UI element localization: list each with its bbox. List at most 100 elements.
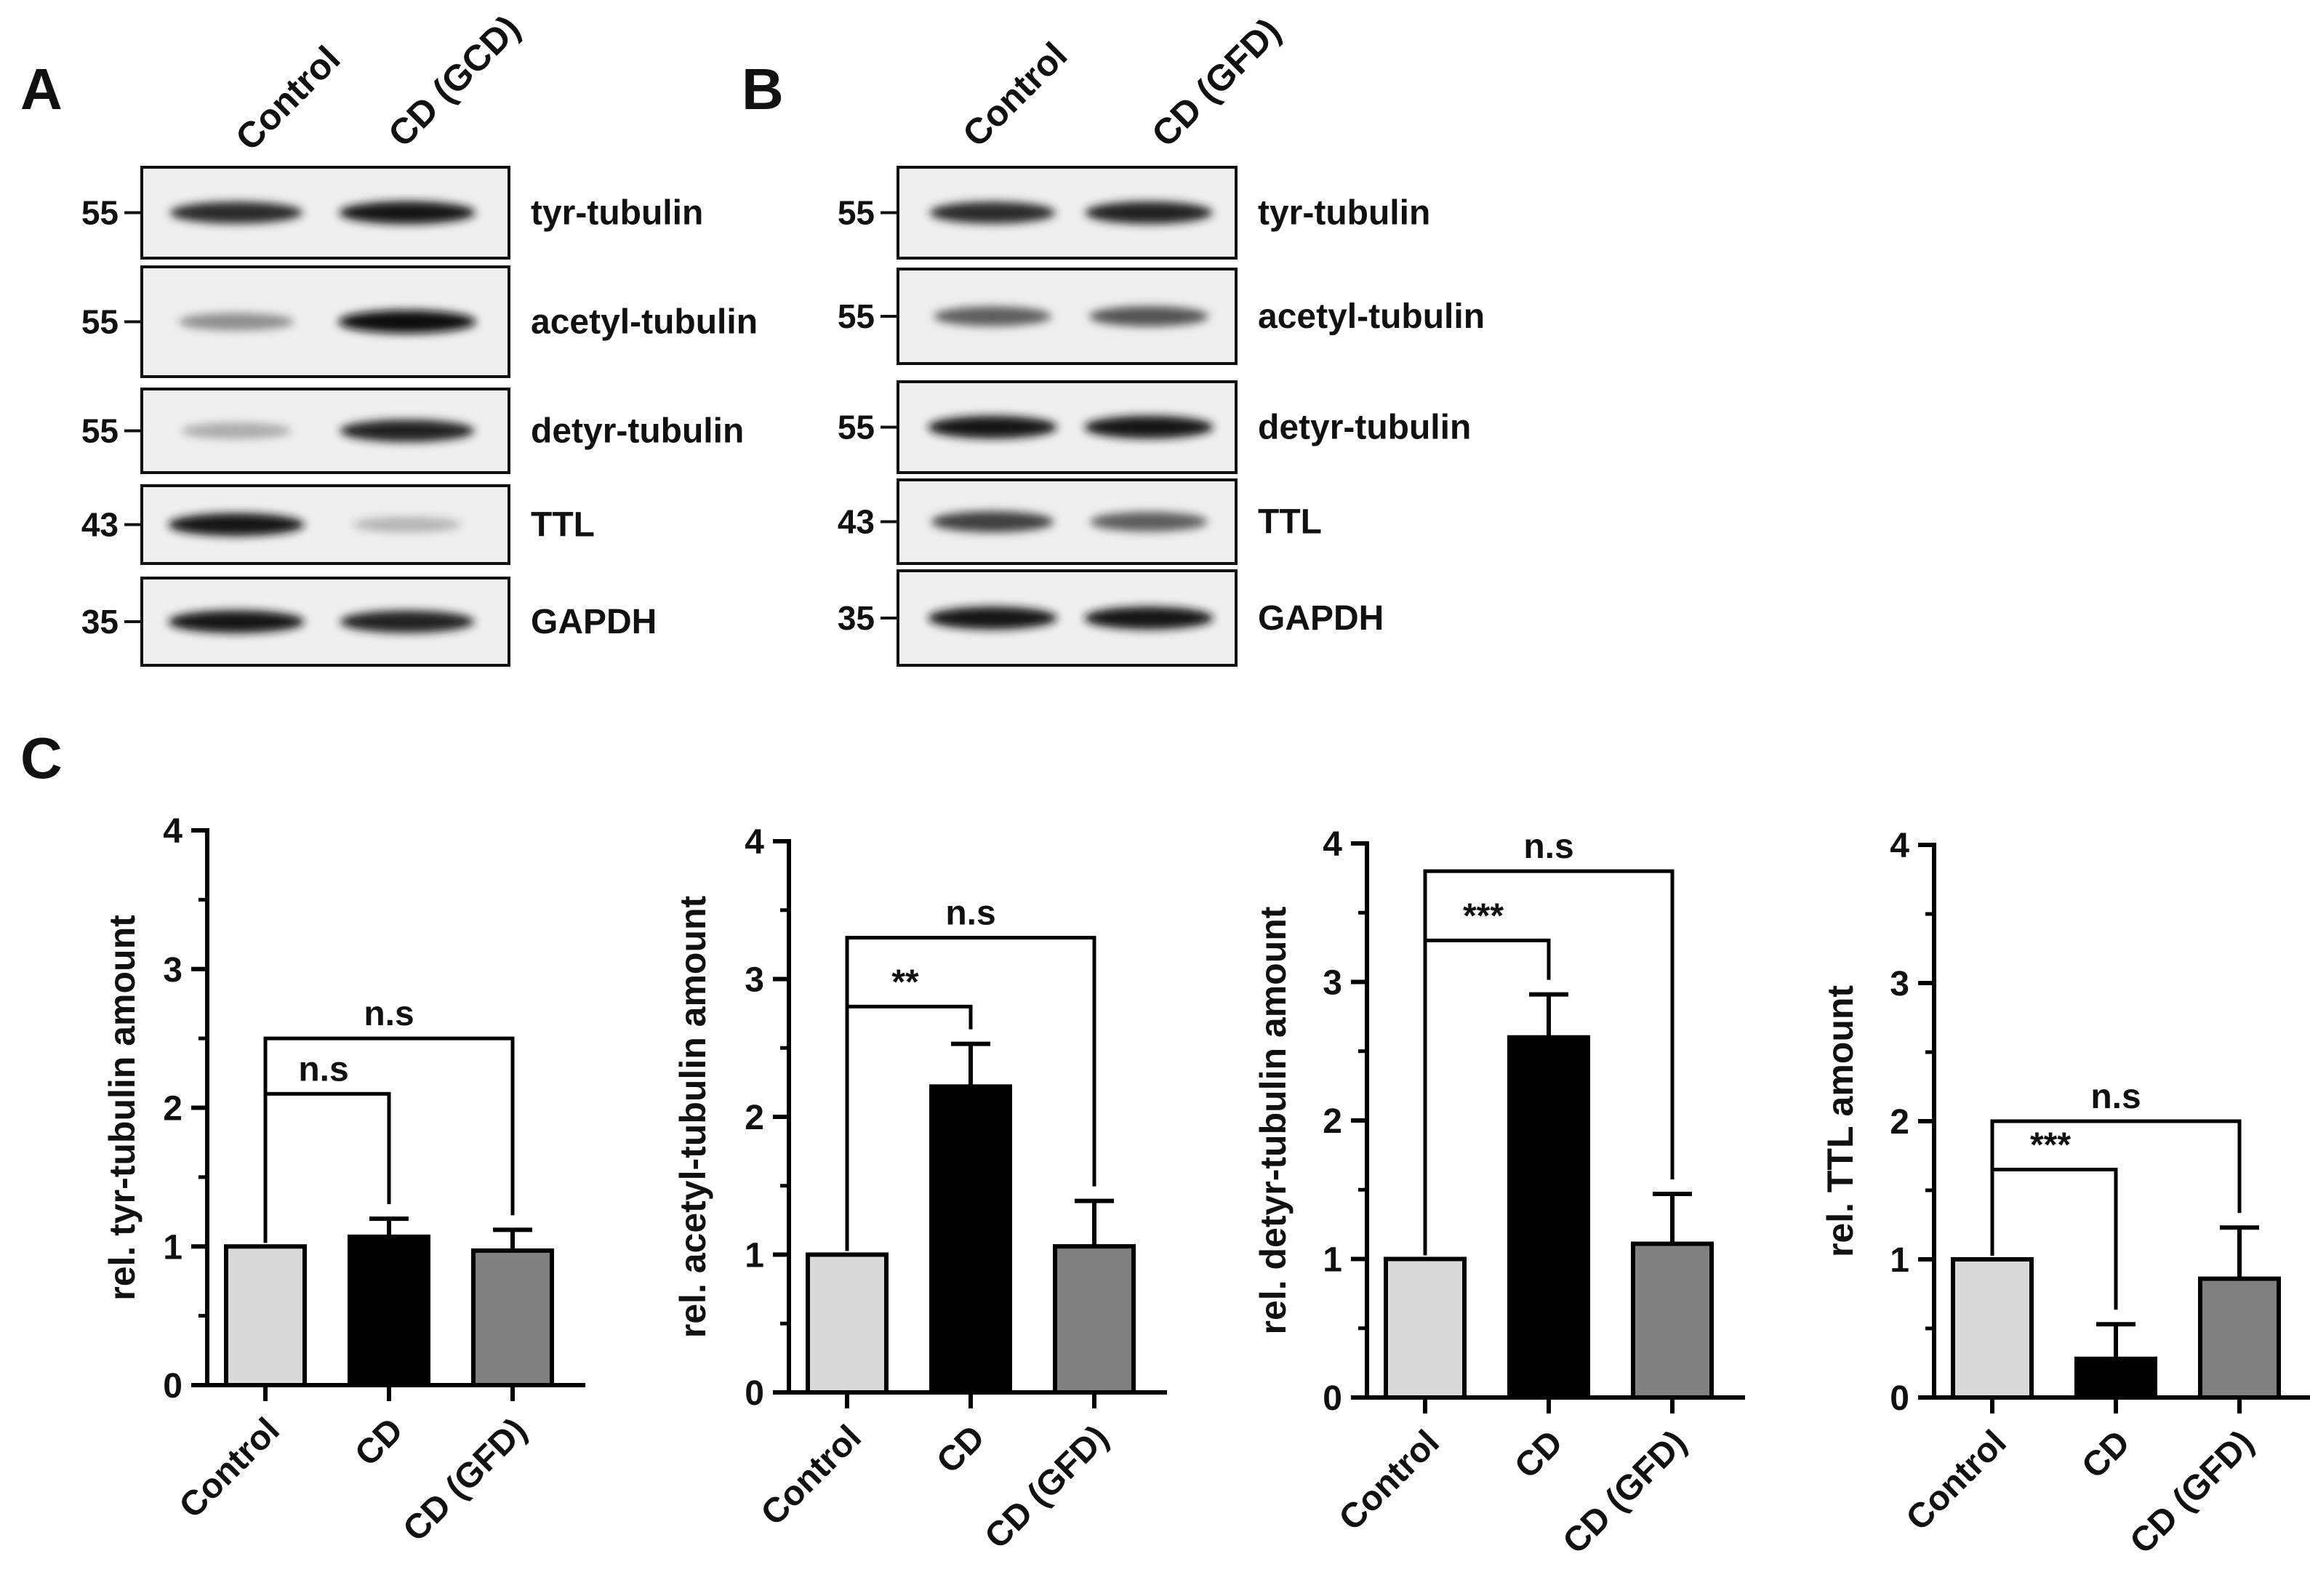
x-tick-label: CD xyxy=(348,1411,410,1473)
western-blot-a: Control CD (GCD) 55 tyr-tubulin 55 acetyl-t… xyxy=(81,7,758,667)
y-tick-label: 0 xyxy=(745,1374,764,1413)
blot-a-protein-label: GAPDH xyxy=(531,603,657,641)
bar xyxy=(2074,1356,2157,1400)
blot-a-band xyxy=(181,422,292,439)
y-tick-label: 0 xyxy=(1890,1379,1909,1418)
significance-bracket xyxy=(1990,1119,2242,1256)
x-tick-label: CD (GFD) xyxy=(2123,1423,2261,1561)
blot-a-mw-label: 35 xyxy=(81,603,119,641)
blot-a-mw-label: 55 xyxy=(81,194,119,232)
blot-b-band xyxy=(931,511,1054,532)
blot-a-mw-label: 55 xyxy=(81,303,119,341)
significance-label: n.s xyxy=(298,1050,348,1088)
blot-a-band xyxy=(340,420,475,442)
bar xyxy=(2198,1276,2281,1400)
blot-a-lane-label: CD (GCD) xyxy=(380,7,528,155)
x-tick-label: Control xyxy=(754,1418,869,1533)
blot-a-protein-label: detyr-tubulin xyxy=(531,412,744,451)
significance-bracket xyxy=(263,1036,515,1243)
blot-b-band xyxy=(929,201,1056,224)
bar xyxy=(929,1084,1012,1395)
significance-label: n.s xyxy=(364,995,414,1033)
panel-label-a: A xyxy=(20,57,63,121)
blot-b-band xyxy=(1090,511,1208,532)
y-tick-label: 3 xyxy=(1323,964,1342,1003)
blot-b-band xyxy=(928,606,1057,630)
y-tick-label: 4 xyxy=(163,812,183,851)
significance-bracket xyxy=(845,936,1096,1251)
y-axis-label: rel. detyr-tubulin amount xyxy=(1253,906,1294,1334)
bar xyxy=(1507,1035,1590,1400)
x-tick-label: CD (GFD) xyxy=(1556,1423,1694,1561)
blot-a-lane-label: Control xyxy=(228,39,348,159)
blot-b-protein-label: TTL xyxy=(1258,503,1322,542)
y-tick-label: 4 xyxy=(745,823,764,862)
bar xyxy=(1951,1257,2034,1400)
western-blot-b: Control CD (GFD) 55 tyr-tubulin 55 acetyl-t… xyxy=(838,10,1485,667)
panel-label-b: B xyxy=(742,57,784,121)
blot-b-protein-label: GAPDH xyxy=(1258,599,1384,638)
blot-b-protein-label: tyr-tubulin xyxy=(1258,194,1430,233)
blot-a-band xyxy=(168,513,305,537)
significance-label: n.s xyxy=(2090,1078,2141,1116)
y-tick-label: 2 xyxy=(745,1099,764,1137)
significance-label: *** xyxy=(2030,1126,2071,1165)
panel-label-c: C xyxy=(20,726,63,790)
blot-b-band xyxy=(928,415,1057,439)
blot-a-band xyxy=(339,201,476,225)
blot-a-mw-label: 43 xyxy=(81,506,119,544)
blot-a-protein-label: acetyl-tubulin xyxy=(531,303,758,342)
bar xyxy=(471,1248,554,1388)
blot-b-band xyxy=(1088,306,1209,326)
bar xyxy=(348,1234,430,1387)
y-tick-label: 3 xyxy=(1890,965,1909,1003)
x-tick-label: CD xyxy=(929,1418,992,1480)
y-tick-label: 1 xyxy=(745,1237,764,1275)
blot-b-protein-label: acetyl-tubulin xyxy=(1258,297,1485,336)
blot-b-mw-label: 43 xyxy=(838,503,875,541)
blot-a-band xyxy=(168,610,305,633)
x-tick-label: CD (GFD) xyxy=(396,1411,534,1549)
y-tick-label: 2 xyxy=(1890,1103,1909,1142)
y-axis-label: rel. TTL amount xyxy=(1820,985,1861,1257)
blot-b-band xyxy=(934,306,1051,326)
x-tick-label: CD xyxy=(2074,1423,2137,1485)
y-tick-label: 1 xyxy=(1890,1241,1909,1280)
y-tick-label: 1 xyxy=(163,1228,183,1267)
significance-label: n.s xyxy=(945,894,995,933)
blot-b-lane-label: Control xyxy=(955,35,1075,155)
blot-a-band xyxy=(353,516,462,533)
y-tick-label: 3 xyxy=(163,951,183,990)
x-tick-label: CD (GFD) xyxy=(978,1418,1116,1556)
blot-b-mw-label: 55 xyxy=(838,409,875,446)
bar xyxy=(1384,1256,1467,1400)
y-tick-label: 3 xyxy=(745,961,764,1000)
significance-label: *** xyxy=(1463,897,1504,935)
significance-bracket xyxy=(1423,869,1675,1256)
y-axis-label: rel. acetyl-tubulin amount xyxy=(673,895,713,1338)
bar xyxy=(224,1244,307,1387)
blot-b-protein-label: detyr-tubulin xyxy=(1258,409,1471,447)
x-tick-label: Control xyxy=(1332,1423,1447,1538)
y-tick-label: 4 xyxy=(1890,827,1909,865)
y-tick-label: 1 xyxy=(1323,1241,1342,1280)
blot-a-mw-label: 55 xyxy=(81,412,119,450)
bar xyxy=(1053,1244,1136,1395)
blot-a-band xyxy=(338,310,476,334)
blot-a-protein-label: TTL xyxy=(531,506,595,545)
y-tick-label: 0 xyxy=(1323,1379,1342,1418)
blot-b-mw-label: 55 xyxy=(838,194,875,232)
blot-b-band xyxy=(1084,606,1214,630)
blot-a-band xyxy=(169,201,303,224)
y-tick-label: 2 xyxy=(1323,1102,1342,1141)
blot-b-mw-label: 35 xyxy=(838,599,875,637)
blot-a-band xyxy=(340,610,475,633)
significance-label: ** xyxy=(891,963,919,1001)
blot-b-mw-label: 55 xyxy=(838,297,875,335)
y-tick-label: 4 xyxy=(1323,825,1342,864)
